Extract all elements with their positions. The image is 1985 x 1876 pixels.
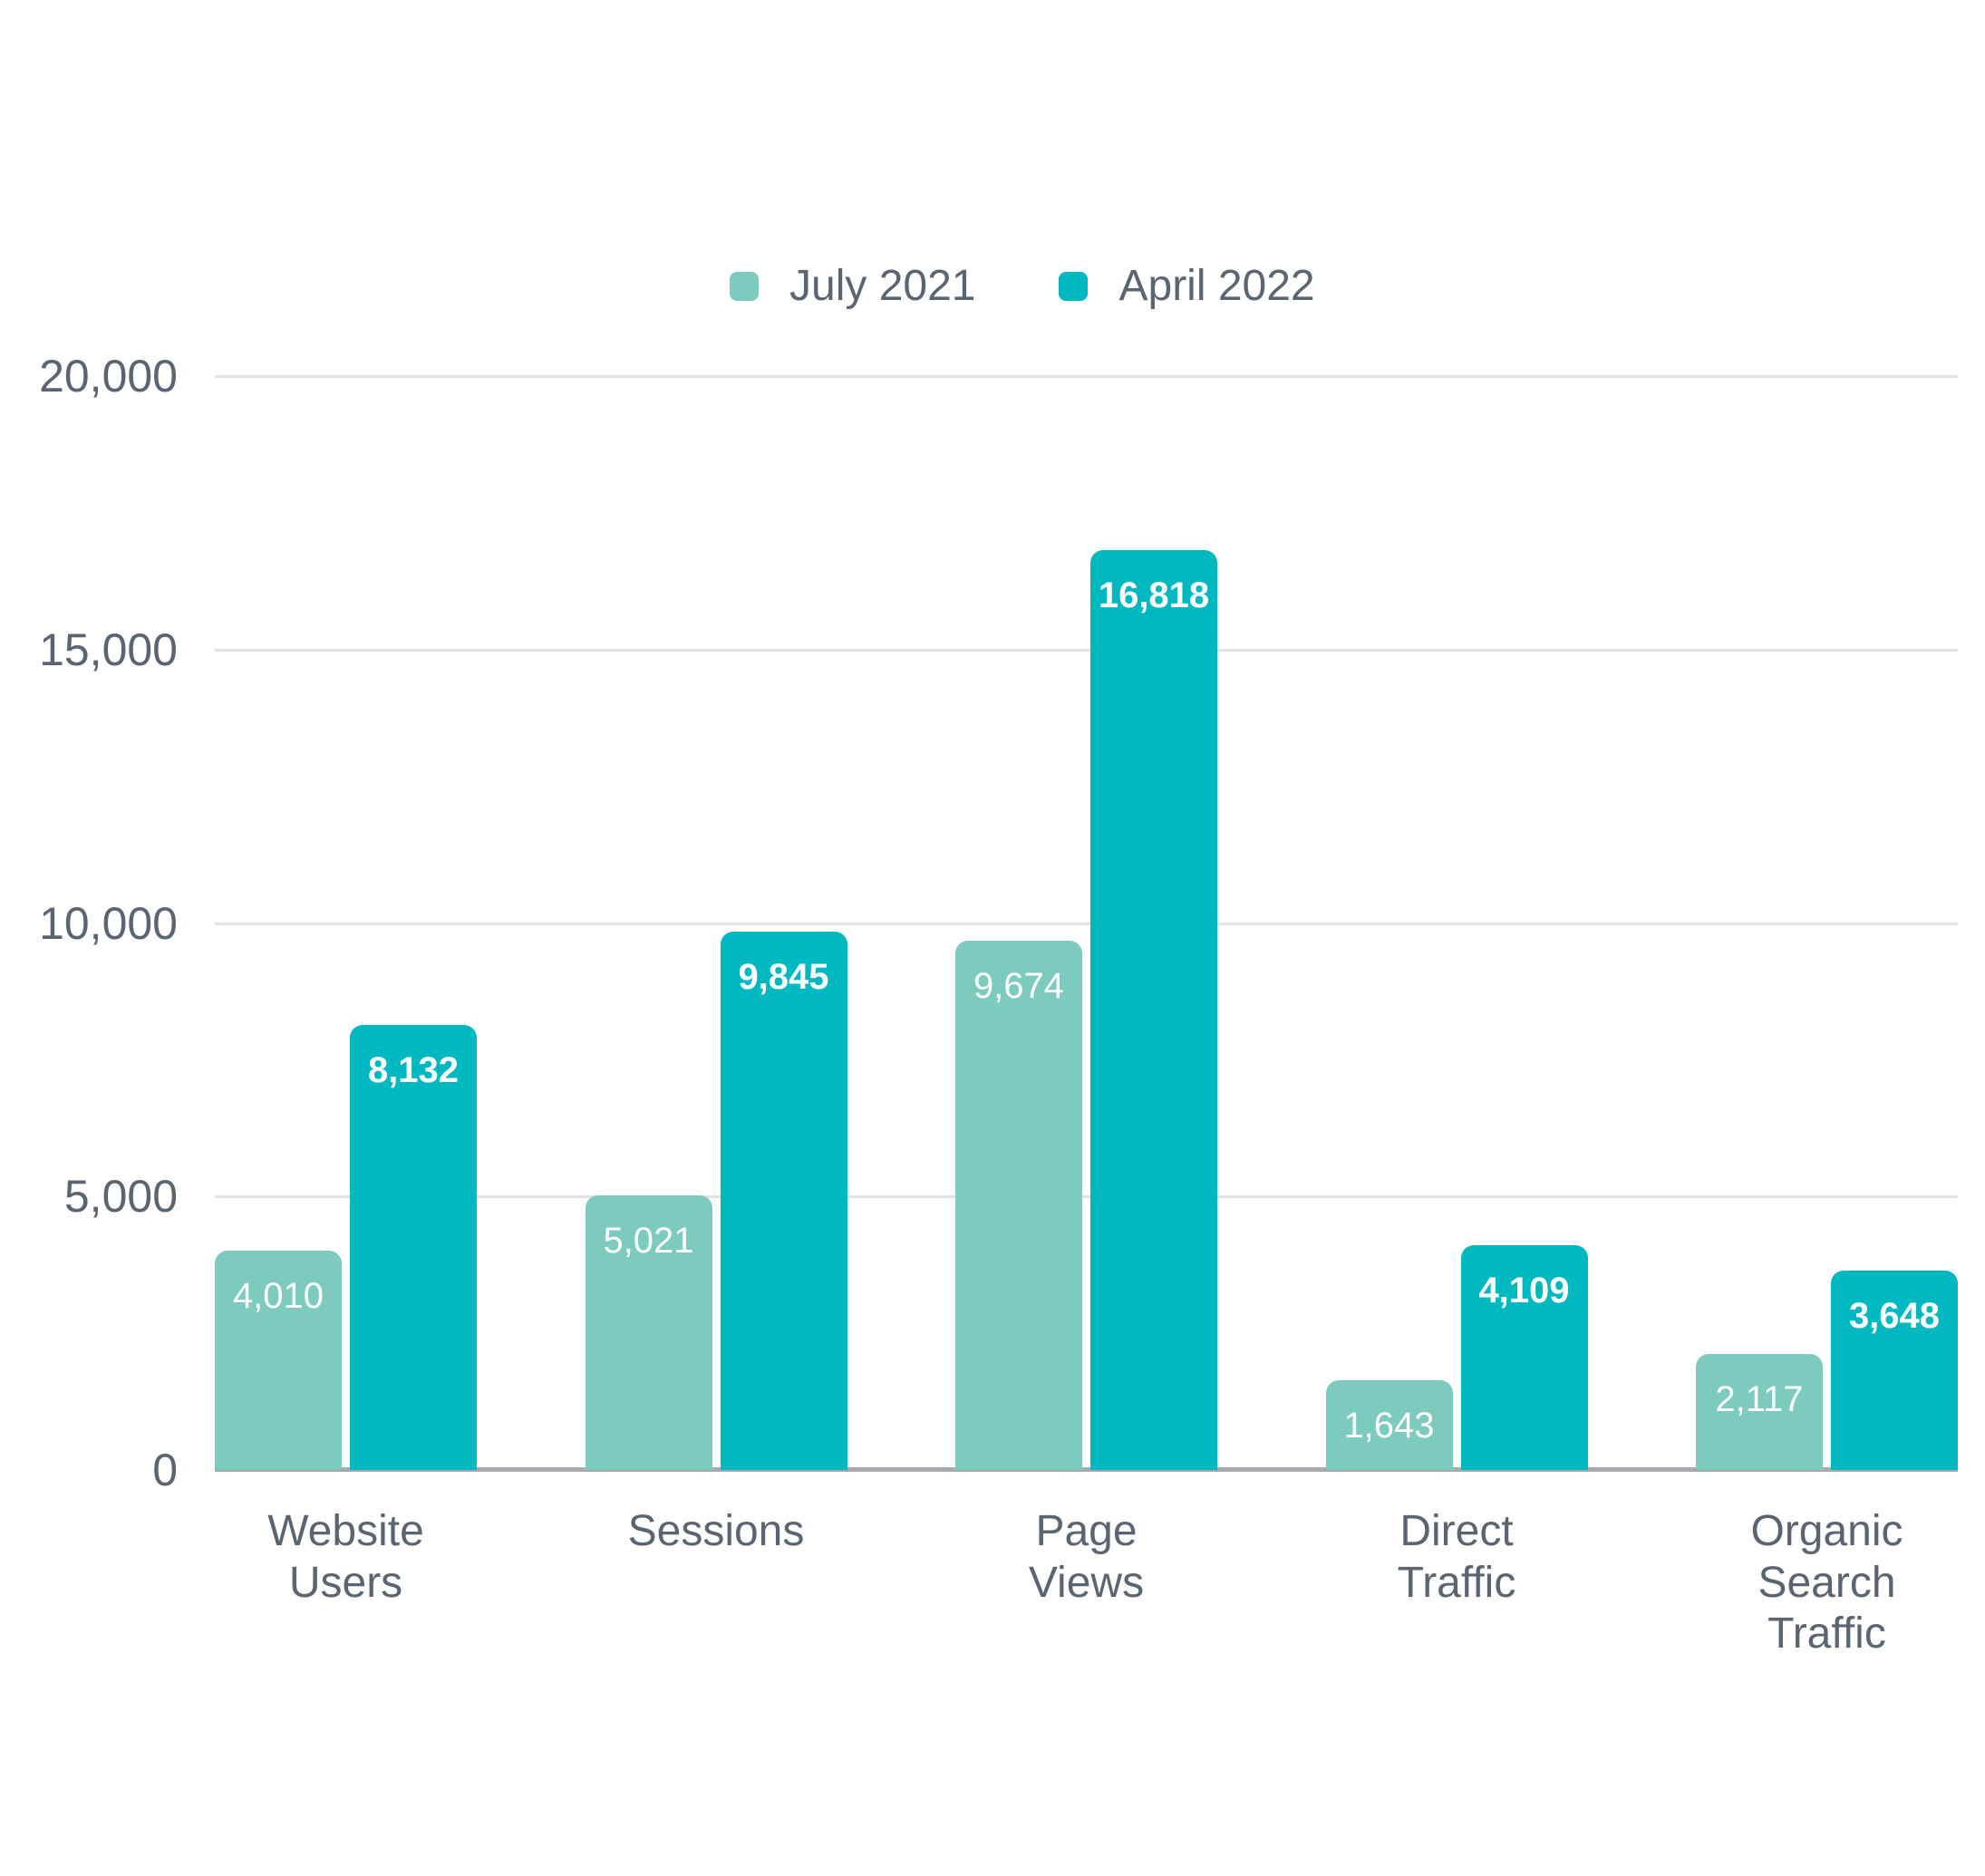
- legend-item-july-2021: July 2021: [730, 265, 975, 308]
- gridline-5000: [215, 1195, 1958, 1199]
- bar-value-label: 9,845: [738, 957, 829, 997]
- bar-july-2021-website-users: 4,010: [215, 1251, 342, 1470]
- bar-value-label: 4,010: [232, 1276, 324, 1316]
- bar-april-2022-website-users: 8,132: [350, 1025, 477, 1470]
- x-cell-direct-traffic: Direct Traffic: [1326, 1506, 1588, 1660]
- y-tick-20000: 20,000: [39, 351, 178, 401]
- bar-july-2021-sessions: 5,021: [585, 1195, 712, 1470]
- category-label-organic-search-traffic: Organic Search Traffic: [1750, 1507, 1903, 1658]
- bar-group-direct-traffic: 1,643 4,109: [1325, 376, 1588, 1470]
- x-cell-page-views: Page Views: [955, 1506, 1217, 1660]
- gridline-10000: [215, 922, 1958, 925]
- bar-value-label: 4,109: [1478, 1271, 1570, 1310]
- bar-value-label: 8,132: [367, 1050, 460, 1090]
- x-axis-labels: Website Users Sessions Page Views Direct Tr…: [215, 1506, 1958, 1660]
- bar-april-2022-direct-traffic: 4,109: [1460, 1245, 1588, 1470]
- x-axis-baseline: [215, 1467, 1958, 1472]
- legend-swatch-april-2022: [1059, 272, 1089, 301]
- bar-group-sessions: 5,021 9,845: [585, 376, 847, 1470]
- bar-value-label: 16,818: [1098, 575, 1210, 615]
- y-tick-15000: 15,000: [39, 624, 178, 675]
- x-cell-website-users: Website Users: [215, 1506, 477, 1660]
- plot-area: 4,010 8,132 5,021 9,845 9,674 16,818 1,643 4,10…: [215, 375, 1958, 1472]
- bar-group-website-users: 4,010 8,132: [215, 376, 477, 1470]
- bar-july-2021-direct-traffic: 1,643: [1325, 1380, 1453, 1470]
- legend-item-april-2022: April 2022: [1059, 262, 1315, 310]
- bar-group-organic-search-traffic: 2,117 3,648: [1696, 376, 1958, 1470]
- x-cell-sessions: Sessions: [586, 1506, 847, 1660]
- legend-label-april-2022: April 2022: [1118, 262, 1315, 310]
- legend-swatch-july-2021: [730, 272, 759, 301]
- y-axis: 20,000 15,000 10,000 5,000 0: [0, 353, 178, 1493]
- category-label-page-views: Page Views: [1028, 1507, 1145, 1607]
- bar-april-2022-sessions: 9,845: [720, 932, 847, 1470]
- y-tick-5000: 5,000: [63, 1171, 178, 1223]
- gridline-15000: [215, 648, 1958, 652]
- bar-april-2022-page-views: 16,818: [1090, 550, 1217, 1470]
- bar-july-2021-page-views: 9,674: [955, 941, 1082, 1470]
- bar-value-label: 2,117: [1715, 1379, 1804, 1419]
- legend-label-july-2021: July 2021: [789, 262, 976, 310]
- bar-groups: 4,010 8,132 5,021 9,845 9,674 16,818 1,643 4,10…: [215, 376, 1958, 1470]
- category-label-website-users: Website Users: [267, 1507, 424, 1607]
- y-tick-10000: 10,000: [39, 897, 178, 949]
- chart-legend: July 2021 April 2022: [730, 265, 1315, 308]
- y-tick-0: 0: [152, 1445, 178, 1495]
- bar-value-label: 1,643: [1343, 1406, 1435, 1446]
- bar-value-label: 9,674: [973, 966, 1065, 1006]
- bar-april-2022-organic-search-traffic: 3,648: [1831, 1271, 1958, 1470]
- bar-value-label: 3,648: [1848, 1296, 1941, 1336]
- bar-july-2021-organic-search-traffic: 2,117: [1696, 1354, 1823, 1470]
- bar-value-label: 5,021: [603, 1221, 694, 1261]
- category-label-sessions: Sessions: [627, 1507, 805, 1555]
- bar-group-page-views: 9,674 16,818: [955, 376, 1217, 1470]
- x-cell-organic-search-traffic: Organic Search Traffic: [1696, 1506, 1958, 1660]
- gridline-20000: [215, 375, 1958, 378]
- category-label-direct-traffic: Direct Traffic: [1397, 1507, 1516, 1607]
